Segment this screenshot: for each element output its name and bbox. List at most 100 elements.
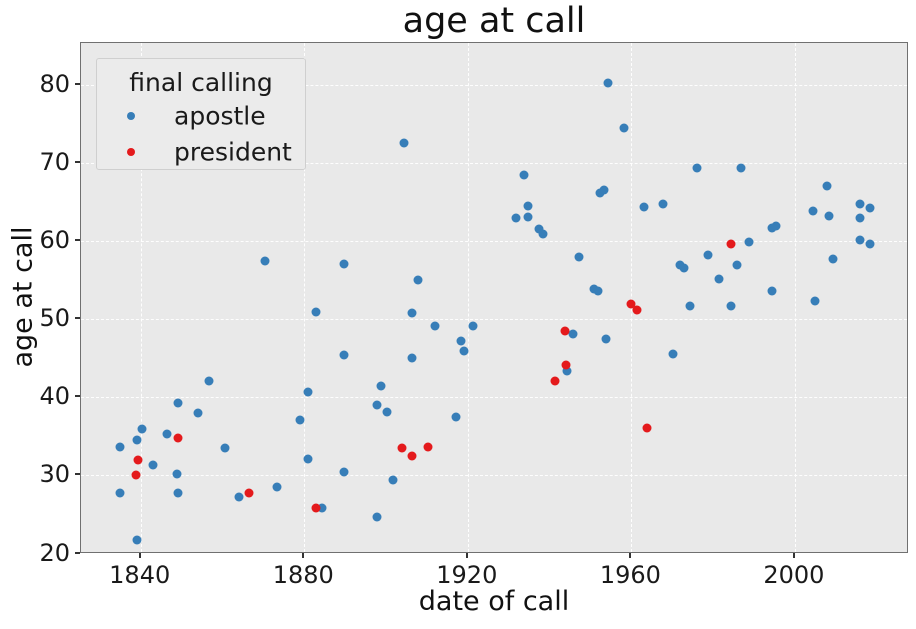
y-tick-label: 30 xyxy=(39,460,70,489)
data-point-apostle xyxy=(865,203,875,213)
data-point-apostle xyxy=(193,408,203,418)
y-tick-mark xyxy=(75,239,80,242)
data-point-president xyxy=(423,442,433,452)
y-gridline xyxy=(81,319,907,321)
data-point-apostle xyxy=(824,211,834,221)
data-point-apostle xyxy=(593,286,603,296)
y-tick-mark xyxy=(75,82,80,85)
data-point-apostle xyxy=(538,229,548,239)
data-point-apostle xyxy=(372,400,382,410)
data-point-apostle xyxy=(132,535,142,545)
x-gridline xyxy=(794,43,796,552)
data-point-apostle xyxy=(115,442,125,452)
data-point-apostle xyxy=(234,492,244,502)
data-point-apostle xyxy=(376,381,386,391)
data-point-apostle xyxy=(413,275,423,285)
data-point-apostle xyxy=(399,138,409,148)
data-point-president xyxy=(173,433,183,443)
data-point-apostle xyxy=(562,366,572,376)
legend-entry-president: president xyxy=(97,138,305,167)
data-point-apostle xyxy=(430,321,440,331)
data-point-apostle xyxy=(822,181,832,191)
data-point-apostle xyxy=(459,346,469,356)
data-point-apostle xyxy=(372,512,382,522)
data-point-apostle xyxy=(303,454,313,464)
data-point-apostle xyxy=(317,503,327,512)
data-point-president xyxy=(550,376,560,386)
data-point-apostle xyxy=(523,201,533,211)
data-point-apostle xyxy=(828,254,838,264)
data-point-apostle xyxy=(295,415,305,425)
data-point-apostle xyxy=(685,301,695,311)
data-point-apostle xyxy=(511,213,521,223)
legend-entry-apostle: apostle xyxy=(97,102,305,131)
data-point-apostle xyxy=(534,224,544,234)
legend: final calling apostle president xyxy=(96,58,306,170)
data-point-apostle xyxy=(601,334,611,344)
data-point-president xyxy=(407,451,417,461)
data-point-president xyxy=(397,443,407,453)
data-point-president xyxy=(626,299,636,309)
data-point-apostle xyxy=(148,460,158,470)
data-point-president xyxy=(726,239,736,249)
x-tick-mark xyxy=(465,553,468,558)
y-tick-mark xyxy=(75,473,80,476)
data-point-apostle xyxy=(726,301,736,311)
data-point-apostle xyxy=(855,235,865,244)
data-point-apostle xyxy=(260,256,270,266)
data-point-apostle xyxy=(692,163,702,173)
y-gridline xyxy=(81,553,907,555)
legend-marker-apostle xyxy=(127,112,135,120)
data-point-apostle xyxy=(523,212,533,222)
data-point-apostle xyxy=(407,308,417,318)
data-point-apostle xyxy=(603,78,613,88)
y-tick-label: 50 xyxy=(39,304,70,333)
data-point-apostle xyxy=(732,260,742,269)
data-point-apostle xyxy=(137,424,147,434)
data-point-apostle xyxy=(456,336,466,346)
data-point-apostle xyxy=(407,353,417,363)
x-tick-mark xyxy=(629,553,632,558)
data-point-apostle xyxy=(668,349,678,359)
y-tick-label: 80 xyxy=(39,69,70,98)
y-tick-mark xyxy=(75,551,80,554)
data-point-apostle xyxy=(451,412,461,422)
data-point-president xyxy=(133,455,143,465)
y-tick-label: 70 xyxy=(39,147,70,176)
data-point-apostle xyxy=(767,286,777,296)
y-tick-label: 20 xyxy=(39,538,70,567)
data-point-apostle xyxy=(519,170,529,180)
data-point-apostle xyxy=(115,488,125,498)
legend-title: final calling xyxy=(129,68,273,97)
x-tick-mark xyxy=(792,553,795,558)
y-gridline xyxy=(81,84,907,86)
y-tick-mark xyxy=(75,317,80,320)
data-point-apostle xyxy=(388,475,398,485)
x-tick-label: 1880 xyxy=(272,561,334,589)
data-point-apostle xyxy=(574,252,584,262)
x-gridline xyxy=(304,43,306,552)
data-point-apostle xyxy=(173,488,183,498)
data-point-apostle xyxy=(599,185,609,195)
x-tick-label: 2000 xyxy=(763,561,825,589)
y-tick-label: 60 xyxy=(39,226,70,255)
data-point-apostle xyxy=(220,443,230,453)
x-gridline xyxy=(467,43,469,552)
data-point-apostle xyxy=(619,123,629,133)
data-point-apostle xyxy=(173,398,183,408)
y-tick-label: 40 xyxy=(39,382,70,411)
data-point-apostle xyxy=(658,199,668,209)
data-point-president xyxy=(560,326,570,336)
data-point-apostle xyxy=(303,387,313,397)
data-point-apostle xyxy=(204,376,214,386)
y-tick-mark xyxy=(75,160,80,163)
data-point-president xyxy=(642,423,652,433)
data-point-apostle xyxy=(132,435,142,445)
data-point-apostle xyxy=(736,163,746,173)
x-tick-label: 1960 xyxy=(599,561,661,589)
data-point-president xyxy=(244,488,254,498)
y-gridline xyxy=(81,397,907,399)
x-gridline xyxy=(631,43,633,552)
data-point-apostle xyxy=(382,407,392,417)
